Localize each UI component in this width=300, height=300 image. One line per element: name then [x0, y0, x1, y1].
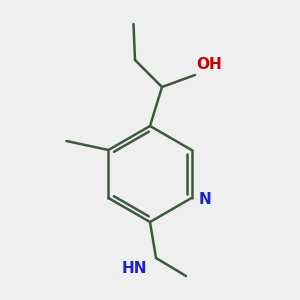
Text: N: N — [198, 192, 211, 207]
Text: HN: HN — [122, 261, 147, 276]
Text: OH: OH — [196, 57, 222, 72]
